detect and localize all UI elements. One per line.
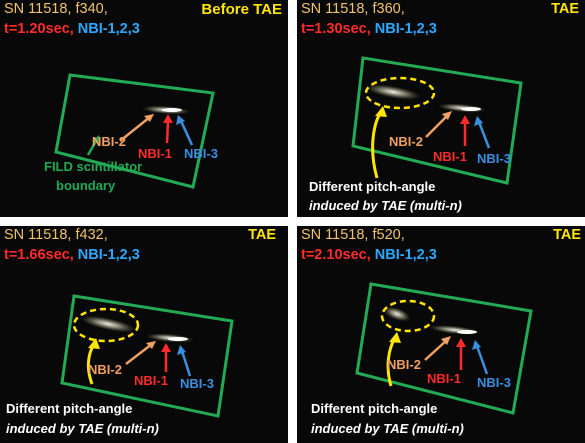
nbi2-arrow [424, 339, 448, 361]
nbi3-label: NBI-3 [477, 375, 511, 390]
nbi2-label: NBI-2 [92, 134, 126, 149]
time-nbi-line: t=1.30sec, NBI-1,2,3 [301, 22, 437, 37]
time-label: t=1.66sec, [4, 247, 74, 263]
panel-tae-f360: SN 11518, f360, TAE t=1.30sec, NBI-1,2,3… [297, 0, 585, 217]
nbi3-arrowhead [474, 116, 483, 126]
phase-label: Before TAE [201, 1, 282, 18]
fild-boundary [60, 294, 234, 418]
phase-label: TAE [553, 227, 581, 243]
tae-pointer-head [375, 106, 387, 117]
nbi1-arrowhead [161, 343, 171, 352]
nbi-label: NBI-1,2,3 [77, 247, 140, 263]
tae-ellipse [72, 307, 140, 343]
panel-tae-f520: SN 11518, f520, TAE t=2.10sec, NBI-1,2,3… [297, 226, 585, 443]
nbi3-label: NBI-3 [477, 151, 511, 166]
tae-spot [365, 84, 421, 100]
nbi-label: NBI-1,2,3 [77, 21, 140, 37]
caption-line2: induced by TAE (multi-n) [6, 421, 159, 436]
nbi1-label: NBI-1 [138, 146, 172, 161]
nbi2-arrow [125, 343, 153, 365]
nbi3-arrowhead [472, 340, 481, 350]
nbi2-arrowhead [441, 336, 451, 345]
fild-boundary [54, 73, 215, 189]
nbi2-arrow [425, 114, 449, 138]
panel-title: SN 11518, f520, [301, 227, 405, 243]
nbi2-arrow [119, 116, 151, 142]
panel-title: SN 11518, f340, [4, 1, 108, 17]
tae-pointer [371, 111, 383, 179]
panel-2-graphics [351, 56, 523, 185]
tae-ellipse [364, 76, 436, 110]
fild-arrowhead [92, 135, 100, 144]
panel-tae-f432: SN 11518, f432, TAE t=1.66sec, NBI-1,2,3… [0, 226, 288, 443]
beam-spot-core [168, 337, 188, 341]
nbi1-arrowhead [163, 114, 173, 123]
time-nbi-line: t=1.66sec, NBI-1,2,3 [4, 248, 140, 263]
tae-pointer-head [88, 338, 100, 349]
nbi2-label: NBI-2 [88, 362, 122, 377]
phase-label: TAE [551, 1, 579, 17]
nbi2-arrowhead [146, 341, 156, 349]
fild-annotation-line1: FILD scintillator [44, 159, 143, 174]
tae-spot [80, 315, 136, 333]
nbi3-label: NBI-3 [184, 146, 218, 161]
nbi2-arrowhead [442, 111, 452, 120]
time-label: t=1.20sec, [4, 21, 74, 37]
tae-ellipse [380, 299, 436, 333]
nbi1-label: NBI-1 [433, 149, 467, 164]
nbi1-arrowhead [456, 338, 466, 347]
nbi1-arrow [165, 119, 170, 144]
caption-line1: Different pitch-angle [311, 401, 438, 416]
fild-boundary [355, 282, 533, 415]
beam-spot-core [162, 108, 182, 112]
nbi2-label: NBI-2 [387, 357, 421, 372]
beam-spot-core [461, 107, 481, 111]
nbi3-arrow [179, 120, 194, 146]
nbi1-label: NBI-1 [427, 371, 461, 386]
panel-before-tae: SN 11518, f340, Before TAE t=1.20sec, NB… [0, 0, 288, 217]
fild-arrow [86, 140, 98, 156]
panel-title: SN 11518, f432, [4, 227, 108, 243]
time-nbi-line: t=2.10sec, NBI-1,2,3 [301, 248, 437, 263]
caption-line1: Different pitch-angle [6, 401, 133, 416]
nbi3-label: NBI-3 [180, 376, 214, 391]
time-label: t=1.30sec, [301, 21, 371, 37]
nbi1-label: NBI-1 [134, 373, 168, 388]
tae-spot [383, 306, 411, 322]
nbi1-arrowhead [460, 115, 470, 124]
nbi2-label: NBI-2 [389, 134, 423, 149]
time-label: t=2.10sec, [301, 247, 371, 263]
panel-4-graphics [355, 282, 533, 415]
nbi3-arrow [475, 345, 489, 375]
panel-3-graphics [60, 294, 234, 418]
nbi-label: NBI-1,2,3 [374, 21, 437, 37]
time-nbi-line: t=1.20sec, NBI-1,2,3 [4, 22, 140, 37]
fild-annotation-line2: boundary [56, 178, 116, 193]
nbi3-arrow [477, 121, 491, 149]
nbi3-arrowhead [176, 115, 185, 125]
caption-line2: induced by TAE (multi-n) [311, 421, 464, 436]
nbi3-arrowhead [177, 345, 186, 355]
panel-1-graphics [54, 73, 215, 189]
nbi-label: NBI-1,2,3 [374, 247, 437, 263]
beam-spot-core [457, 330, 477, 334]
nbi3-arrow [180, 350, 192, 377]
phase-label: TAE [248, 227, 276, 243]
nbi2-arrowhead [144, 114, 154, 122]
beam-spot [429, 325, 481, 335]
fild-boundary [351, 56, 523, 185]
caption-line2: induced by TAE (multi-n) [309, 198, 462, 213]
caption-line1: Different pitch-angle [309, 179, 436, 194]
panel-title: SN 11518, f360, [301, 1, 405, 17]
tae-pointer-head [389, 332, 401, 343]
